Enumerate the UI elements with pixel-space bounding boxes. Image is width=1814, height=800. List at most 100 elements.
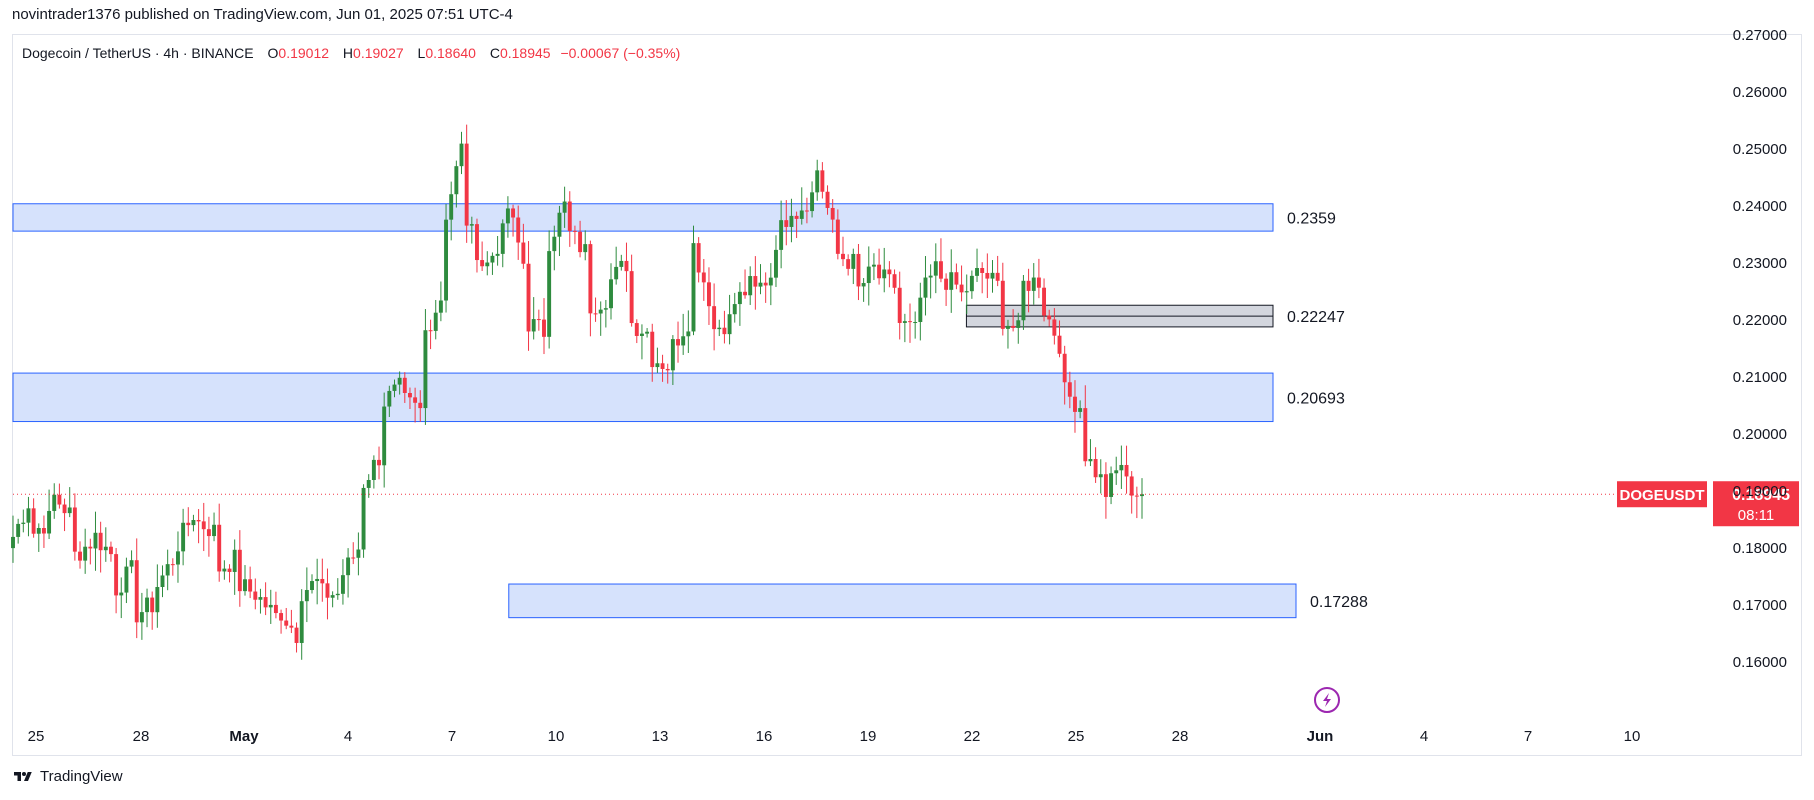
candle[interactable]	[181, 508, 186, 566]
candle[interactable]	[969, 270, 974, 299]
candle[interactable]	[93, 511, 98, 571]
candle[interactable]	[1057, 320, 1062, 358]
candle[interactable]	[681, 313, 686, 355]
candle[interactable]	[1067, 371, 1072, 409]
candle[interactable]	[877, 248, 882, 285]
candle[interactable]	[542, 298, 546, 355]
candle[interactable]	[784, 200, 789, 246]
candle[interactable]	[1047, 309, 1052, 327]
candle[interactable]	[1124, 445, 1129, 494]
candle[interactable]	[98, 521, 103, 573]
candle[interactable]	[779, 200, 784, 269]
candle[interactable]	[861, 278, 866, 302]
candle[interactable]	[78, 541, 82, 569]
candle[interactable]	[763, 272, 768, 303]
candle[interactable]	[490, 252, 495, 275]
candle[interactable]	[315, 558, 320, 605]
candle[interactable]	[768, 263, 773, 306]
candle[interactable]	[351, 542, 356, 565]
candle[interactable]	[1021, 274, 1026, 330]
candle[interactable]	[1052, 308, 1057, 345]
candle[interactable]	[237, 530, 242, 607]
candle[interactable]	[371, 455, 376, 489]
candle[interactable]	[913, 311, 918, 339]
candle[interactable]	[294, 622, 299, 653]
candle[interactable]	[908, 303, 912, 343]
candle[interactable]	[923, 256, 928, 316]
candle[interactable]	[377, 446, 381, 480]
candle[interactable]	[31, 498, 36, 538]
candle[interactable]	[196, 509, 201, 544]
candle[interactable]	[990, 260, 995, 293]
candle[interactable]	[114, 548, 119, 614]
candle[interactable]	[47, 489, 52, 540]
candle[interactable]	[774, 235, 778, 287]
candle[interactable]	[1011, 309, 1016, 332]
candle[interactable]	[392, 379, 397, 398]
candle[interactable]	[387, 385, 392, 417]
candle[interactable]	[712, 283, 717, 351]
candle[interactable]	[279, 609, 284, 634]
candle[interactable]	[407, 387, 412, 410]
candle[interactable]	[402, 372, 407, 403]
candle[interactable]	[340, 559, 345, 605]
candle[interactable]	[1140, 478, 1144, 519]
candle[interactable]	[356, 532, 361, 576]
candle[interactable]	[335, 578, 340, 600]
candle[interactable]	[825, 185, 830, 215]
candle[interactable]	[505, 196, 510, 238]
candle[interactable]	[536, 309, 541, 331]
candle[interactable]	[1036, 258, 1041, 299]
candle[interactable]	[243, 565, 247, 596]
candle[interactable]	[1073, 380, 1077, 433]
candle[interactable]	[134, 538, 139, 639]
candle[interactable]	[310, 574, 314, 594]
candle[interactable]	[547, 230, 552, 349]
candle[interactable]	[284, 607, 289, 630]
candle[interactable]	[201, 502, 206, 552]
footer-brand[interactable]: TradingView	[40, 768, 123, 785]
candle[interactable]	[944, 273, 949, 306]
candle[interactable]	[851, 248, 856, 285]
candle[interactable]	[737, 282, 742, 326]
candle[interactable]	[820, 162, 825, 199]
candle[interactable]	[124, 557, 129, 604]
candle[interactable]	[170, 558, 175, 576]
candle[interactable]	[887, 261, 892, 288]
candle[interactable]	[959, 265, 964, 302]
candle[interactable]	[160, 565, 165, 598]
candle[interactable]	[83, 528, 88, 574]
candle[interactable]	[500, 219, 505, 268]
candle[interactable]	[686, 310, 691, 353]
candle[interactable]	[253, 578, 258, 610]
candle[interactable]	[150, 591, 155, 630]
candle[interactable]	[26, 496, 31, 537]
candle[interactable]	[1026, 268, 1031, 313]
candle[interactable]	[449, 181, 454, 241]
candle[interactable]	[464, 124, 469, 243]
zone-0[interactable]	[12, 203, 1274, 232]
candle[interactable]	[273, 591, 278, 619]
candle[interactable]	[16, 518, 21, 544]
candle[interactable]	[139, 592, 144, 640]
candle[interactable]	[964, 274, 969, 315]
candle[interactable]	[1062, 345, 1067, 405]
candle[interactable]	[1114, 456, 1119, 485]
candle[interactable]	[706, 267, 711, 325]
candle[interactable]	[655, 347, 660, 373]
candle[interactable]	[660, 354, 665, 382]
candle[interactable]	[346, 548, 351, 598]
candle[interactable]	[871, 253, 876, 281]
candle[interactable]	[36, 523, 41, 552]
candle[interactable]	[155, 564, 160, 628]
candle[interactable]	[882, 247, 887, 293]
candle[interactable]	[701, 258, 706, 301]
candle[interactable]	[21, 509, 26, 533]
candle[interactable]	[794, 211, 799, 239]
candle[interactable]	[258, 588, 263, 614]
candle[interactable]	[717, 319, 722, 337]
candle[interactable]	[320, 558, 325, 602]
candle[interactable]	[670, 335, 675, 385]
candle[interactable]	[88, 538, 93, 565]
candle[interactable]	[830, 199, 835, 233]
